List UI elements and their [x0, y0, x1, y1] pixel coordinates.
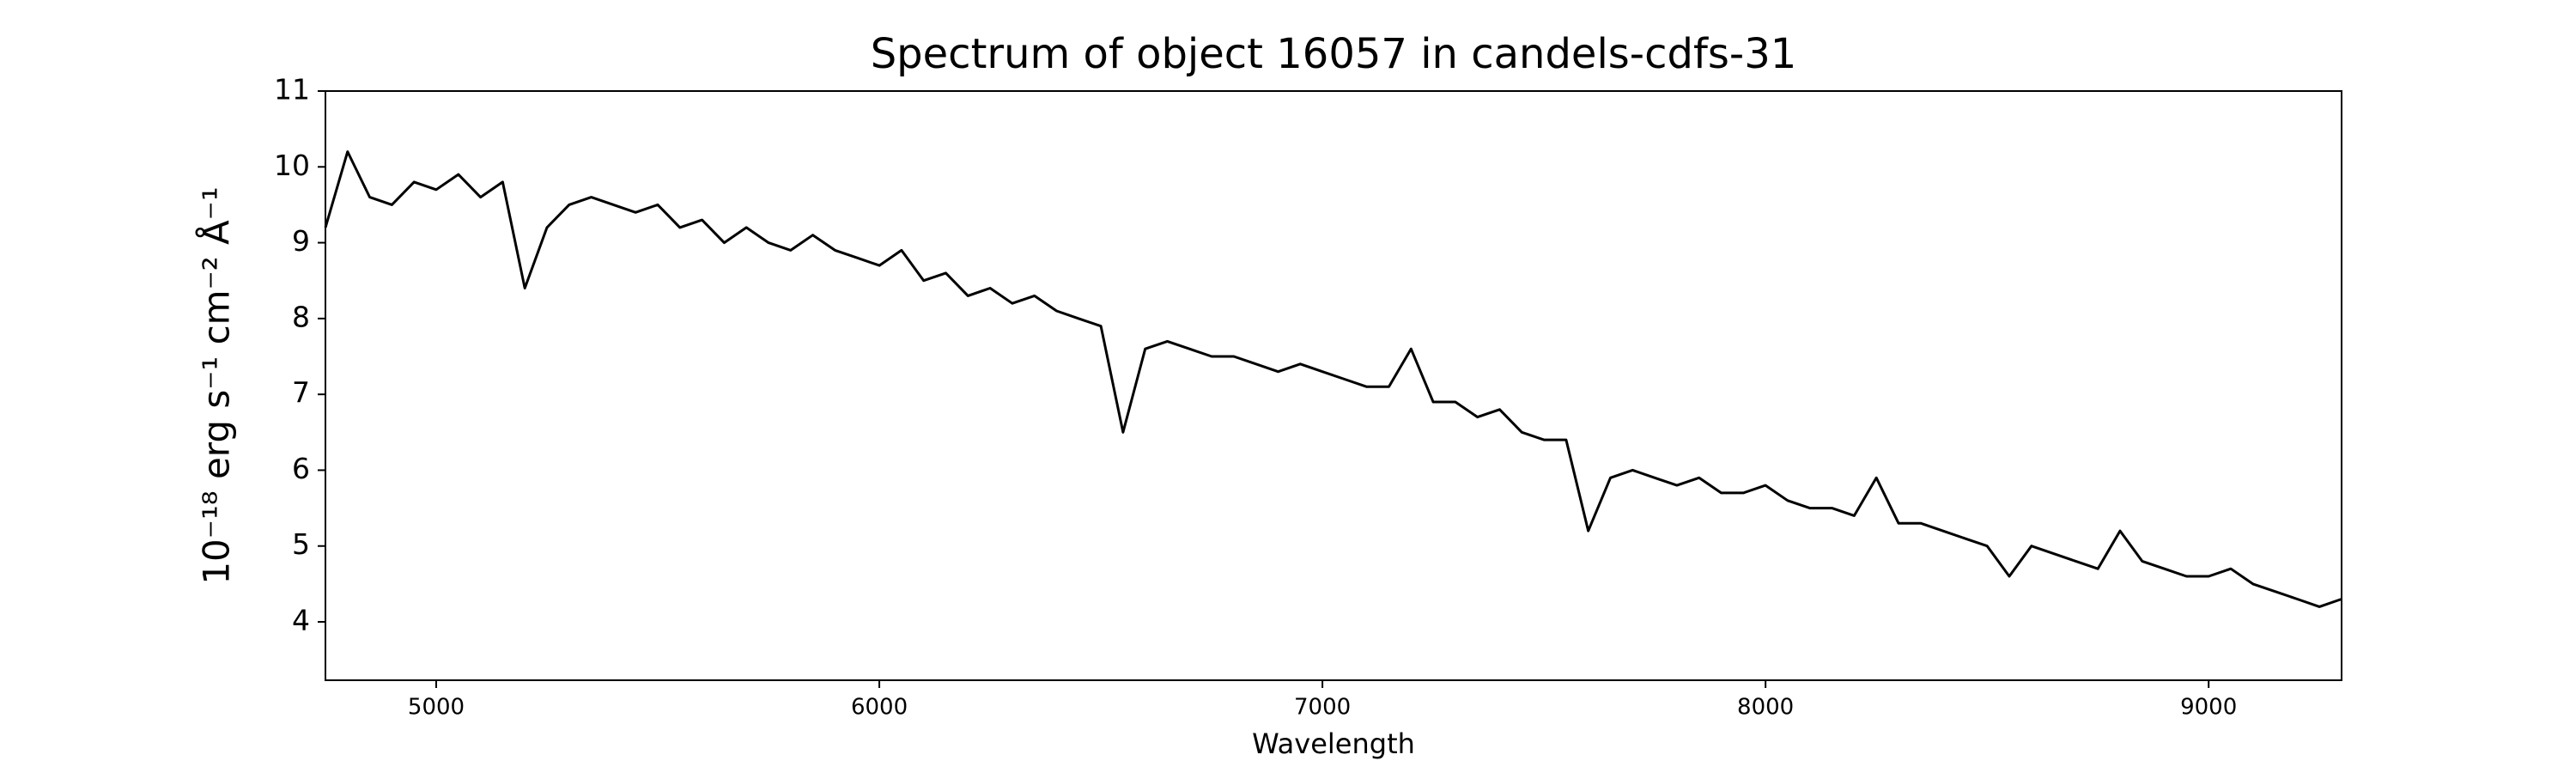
y-tick-label: 11 — [274, 73, 310, 107]
x-tick-label: 7000 — [1294, 695, 1351, 721]
y-tick-label: 6 — [292, 452, 310, 485]
x-tick-label: 5000 — [408, 695, 465, 721]
x-axis-label: Wavelength — [1252, 727, 1415, 760]
y-tick-label: 10 — [274, 149, 310, 182]
y-tick-label: 7 — [292, 376, 310, 410]
spectrum-line — [324, 150, 2342, 608]
x-tick-label: 9000 — [2180, 695, 2237, 721]
y-tick-label: 8 — [292, 300, 310, 333]
y-tick-label: 9 — [292, 224, 310, 258]
y-axis-label: 10⁻¹⁸ erg s⁻¹ cm⁻² Å⁻¹ — [195, 186, 238, 584]
chart-title: Spectrum of object 16057 in candels-cdfs… — [871, 30, 1797, 78]
x-tick-label: 6000 — [851, 695, 908, 721]
y-tick-label: 5 — [292, 527, 310, 561]
y-tick-label: 4 — [292, 604, 310, 637]
x-tick-label: 8000 — [1737, 695, 1794, 721]
plot-frame — [325, 90, 2342, 681]
